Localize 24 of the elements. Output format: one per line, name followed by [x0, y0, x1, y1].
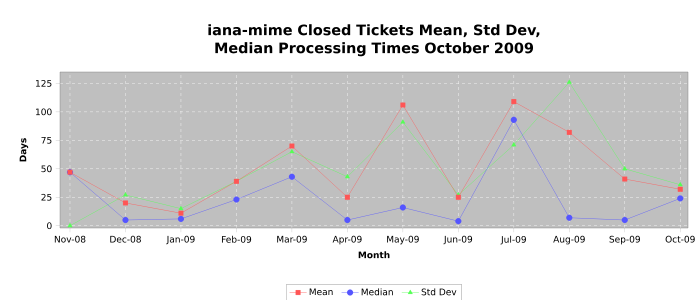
x-tick-label: Apr-09 — [332, 236, 362, 244]
y-tick-label: 100 — [36, 108, 52, 116]
y-axis-title: Days — [20, 138, 28, 162]
x-tick-label: Sep-09 — [610, 236, 640, 244]
x-tick-label: May-09 — [387, 236, 419, 244]
x-tick-label: Nov-08 — [54, 236, 86, 243]
y-tick-label: 25 — [41, 194, 52, 201]
legend-label: Median — [362, 288, 393, 296]
legend-label: Mean — [310, 288, 333, 296]
x-tick-label: Jan-09 — [166, 236, 195, 244]
x-tick-label: Aug-09 — [553, 236, 585, 244]
y-tick-label: 50 — [41, 165, 52, 172]
legend-label: Std Dev — [422, 288, 456, 296]
x-tick-label: Feb-09 — [222, 236, 252, 243]
chart-title: iana-mime Closed Tickets Mean, Std Dev, Median Processing Times October 2009 — [208, 24, 540, 56]
x-tick-label: Mar-09 — [277, 236, 307, 243]
x-tick-label: Jul-09 — [500, 236, 526, 244]
x-tick-label: Oct-09 — [666, 236, 695, 243]
x-axis-title: Month — [358, 251, 390, 258]
x-tick-label: Dec-08 — [110, 236, 141, 243]
y-tick-label: 0 — [47, 222, 52, 230]
x-tick-label: Jun-09 — [443, 236, 472, 244]
y-tick-label: 75 — [41, 136, 52, 144]
y-tick-label: 125 — [36, 80, 52, 87]
